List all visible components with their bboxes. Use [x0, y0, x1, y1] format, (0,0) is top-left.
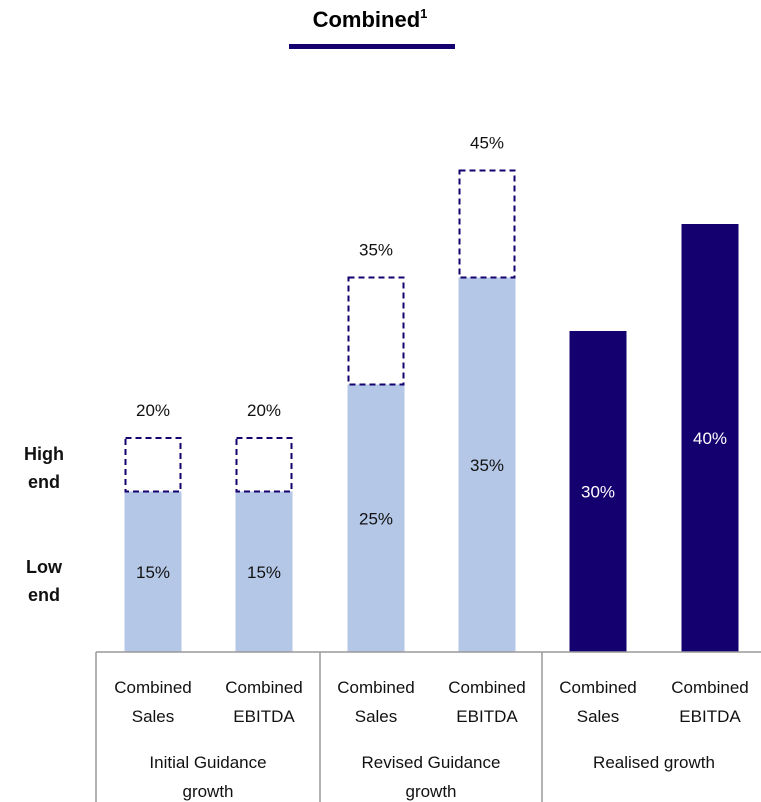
- data-label-low-5: 40%: [693, 429, 727, 448]
- category-label-line2-1: EBITDA: [233, 707, 295, 726]
- chart-title-superscript: 1: [420, 6, 427, 21]
- group-label-line1-0: Initial Guidance: [149, 753, 266, 772]
- category-label-line2-3: EBITDA: [456, 707, 518, 726]
- category-axis: Combined Sales Combined EBITDA Combined Sales…: [95, 651, 761, 802]
- data-label-high-1: 20%: [247, 401, 281, 420]
- side-label-line1: Low: [26, 557, 63, 577]
- group-label-line2-0: growth: [182, 782, 233, 801]
- bar-low-0: [124, 491, 182, 652]
- data-label-high-3: 45%: [470, 134, 504, 153]
- data-label-low-2: 25%: [359, 509, 393, 528]
- bar-high-range-2: [347, 276, 405, 386]
- data-label-high-2: 35%: [359, 241, 393, 260]
- category-label-line1-0: Combined: [114, 678, 192, 697]
- data-label-low-3: 35%: [470, 456, 504, 475]
- title-underline: [289, 44, 455, 49]
- category-label-line1-2: Combined: [337, 678, 415, 697]
- category-label-line1-4: Combined: [559, 678, 637, 697]
- side-labels: High end Low end: [24, 444, 64, 605]
- bar-high-range-1: [235, 437, 293, 493]
- bar-low-4: [569, 331, 627, 652]
- chart-title: Combined1: [313, 6, 428, 32]
- chart-title-text: Combined: [313, 7, 421, 32]
- category-label-line2-2: Sales: [355, 707, 398, 726]
- category-label-line2-0: Sales: [132, 707, 175, 726]
- data-label-low-1: 15%: [247, 563, 281, 582]
- side-label-line2: end: [28, 585, 60, 605]
- bars: 20% 15% 20% 15% 35% 25% 45% 35% 30% 40%: [124, 134, 739, 652]
- group-label-line2-1: growth: [405, 782, 456, 801]
- bar-low-5: [681, 224, 739, 652]
- side-label-line2: end: [28, 472, 60, 492]
- group-label-line1-1: Revised Guidance: [362, 753, 501, 772]
- category-label-line1-3: Combined: [448, 678, 526, 697]
- bar-low-3: [458, 277, 516, 652]
- data-label-low-0: 15%: [136, 563, 170, 582]
- category-label-line2-4: Sales: [577, 707, 620, 726]
- category-label-line1-1: Combined: [225, 678, 303, 697]
- data-label-high-0: 20%: [136, 401, 170, 420]
- data-label-low-4: 30%: [581, 483, 615, 502]
- category-label-line1-5: Combined: [671, 678, 749, 697]
- bar-low-2: [347, 384, 405, 652]
- category-label-line2-5: EBITDA: [679, 707, 741, 726]
- side-label-line1: High: [24, 444, 64, 464]
- bar-low-1: [235, 491, 293, 652]
- bar-high-range-3: [458, 169, 516, 279]
- group-label-line1-2: Realised growth: [593, 753, 715, 772]
- bar-high-range-0: [124, 437, 182, 493]
